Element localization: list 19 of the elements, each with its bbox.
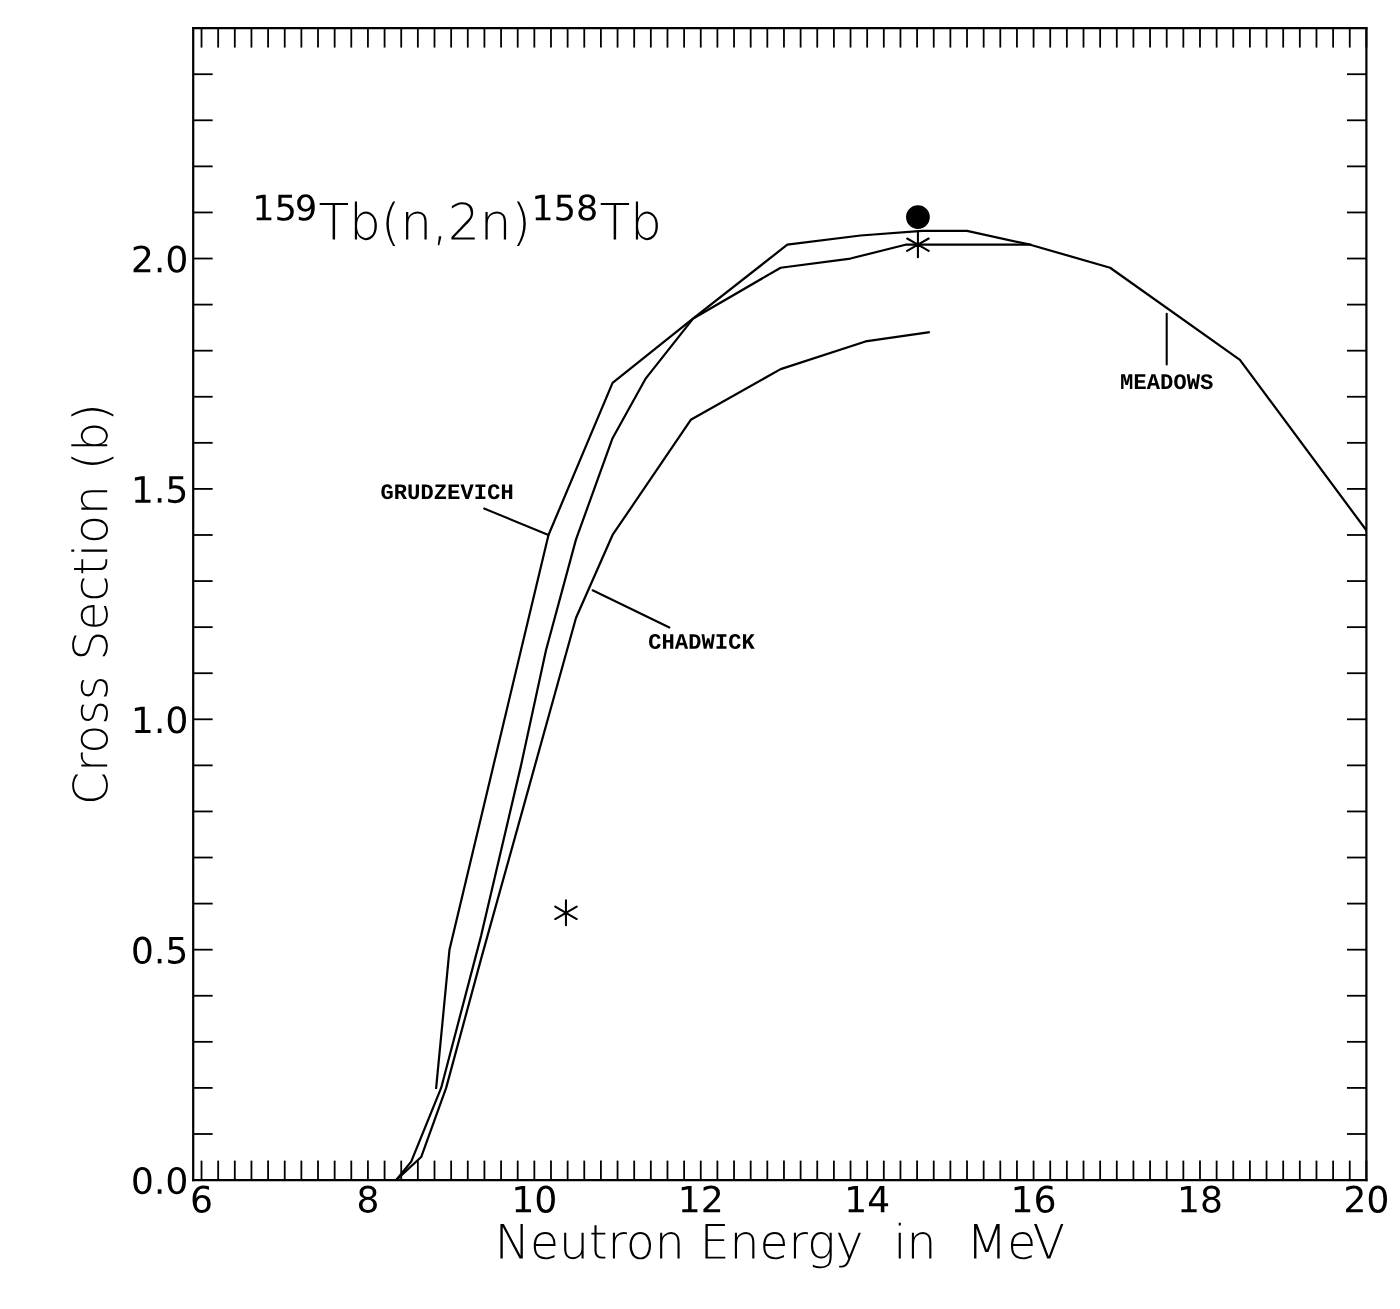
y-tick-label: 0.5 xyxy=(133,936,186,964)
y-tick-label: 1.0 xyxy=(134,706,186,734)
y-tick-label: 0.0 xyxy=(133,1166,186,1195)
annotation: CHADWICK xyxy=(649,633,755,650)
x-tick-label: 10 xyxy=(515,1185,555,1213)
y-tick-label: 2.0 xyxy=(133,245,186,273)
y-tick-label: 1.5 xyxy=(134,476,186,504)
x-tick-label: 12 xyxy=(681,1185,721,1213)
x-tick-label: 20 xyxy=(1346,1185,1387,1213)
y-axis-title: Cross Section (b) xyxy=(71,408,114,802)
text: $^{159}$Tb(n,2n)$^{158}$Tb xyxy=(256,194,658,247)
x-tick-label: 18 xyxy=(1180,1185,1221,1213)
x-tick-label: 16 xyxy=(1014,1185,1055,1213)
annotation: MEADOWS xyxy=(1121,374,1213,390)
x-tick-label: 8 xyxy=(358,1185,377,1213)
x-tick-label: 6 xyxy=(192,1185,211,1213)
x-tick-label: 14 xyxy=(848,1186,889,1213)
annotation: GRUDZEVICH xyxy=(381,484,513,500)
x-axis-title: Neutron Energy in MeV xyxy=(500,1222,1064,1269)
